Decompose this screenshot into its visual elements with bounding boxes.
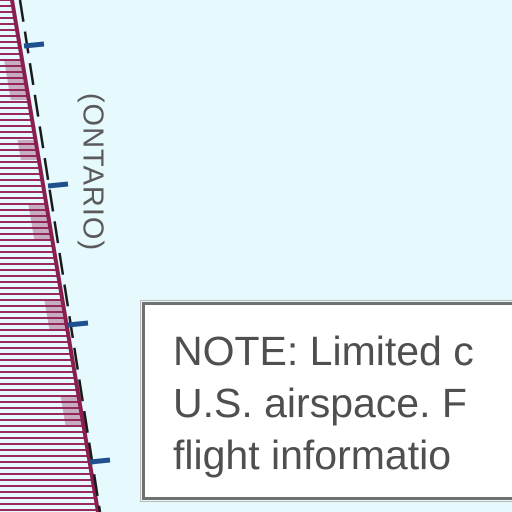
tick-mark xyxy=(89,457,111,465)
note-box: NOTE: Limited c U.S. airspace. F flight … xyxy=(140,300,512,502)
hatch-band xyxy=(17,140,39,160)
tick-mark xyxy=(67,320,89,328)
tick-mark xyxy=(47,181,69,189)
tick-mark xyxy=(23,41,45,49)
boundary-hatch xyxy=(0,0,98,511)
boundary-outer-line xyxy=(10,0,100,512)
note-text: NOTE: Limited c U.S. airspace. F flight … xyxy=(173,325,474,481)
note-line-2: U.S. airspace. F xyxy=(173,380,467,426)
note-line-3: flight informatio xyxy=(173,432,452,478)
tick-marks xyxy=(23,41,111,465)
note-line-1: NOTE: Limited c xyxy=(173,328,474,374)
region-label-ontario: (ONTARIO) xyxy=(76,92,109,252)
international-border-line xyxy=(18,0,102,512)
